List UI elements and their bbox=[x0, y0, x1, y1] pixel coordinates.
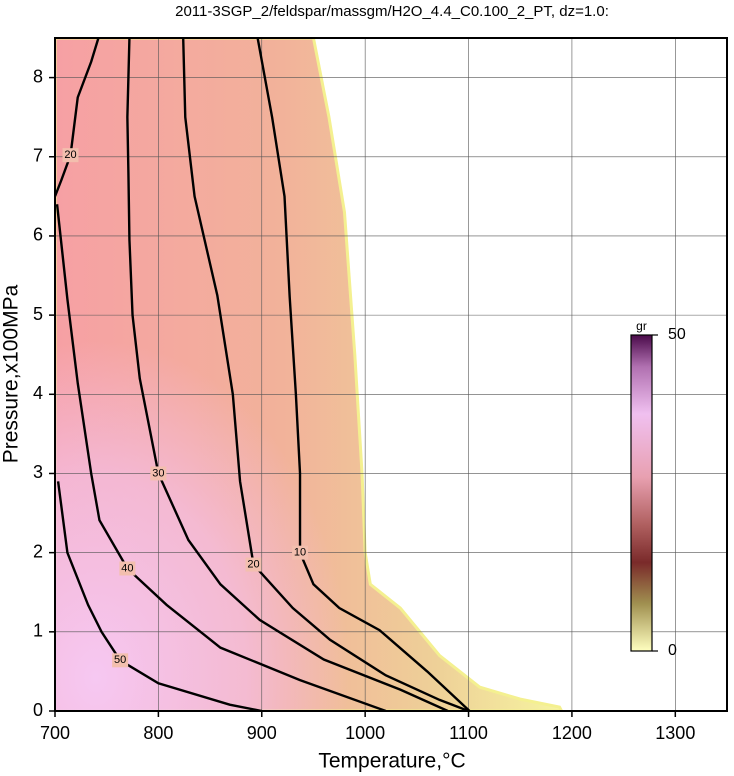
y-tick-label: 6 bbox=[33, 225, 43, 245]
x-tick-label: 1300 bbox=[655, 723, 695, 743]
contour-line bbox=[181, 38, 469, 711]
y-tick-label: 8 bbox=[33, 66, 43, 86]
x-tick-label: 700 bbox=[40, 723, 70, 743]
x-tick-label: 1100 bbox=[449, 723, 488, 743]
contour-label-bg bbox=[119, 561, 136, 576]
y-tick-label: 0 bbox=[33, 700, 43, 720]
contour-label-bg bbox=[112, 653, 129, 668]
contour-label: 30 bbox=[152, 467, 164, 479]
colorbar-tick-label: 50 bbox=[668, 326, 686, 343]
colorbar bbox=[630, 334, 653, 652]
filled-region-tint bbox=[55, 38, 562, 711]
colorbar-tick-label: 0 bbox=[668, 642, 677, 659]
contour-line bbox=[256, 38, 471, 711]
y-tick-label: 4 bbox=[33, 383, 43, 403]
y-tick-label: 5 bbox=[33, 304, 43, 324]
x-tick-label: 1200 bbox=[552, 723, 592, 743]
contour-label: 10 bbox=[294, 547, 306, 559]
contour-label: 50 bbox=[114, 654, 126, 666]
colorbar-label: gr bbox=[636, 319, 647, 333]
plot-frame bbox=[54, 37, 728, 712]
x-tick-label: 1000 bbox=[345, 723, 385, 743]
y-axis-label: Pressure,x100MPa bbox=[0, 284, 23, 463]
contour-label-bg bbox=[62, 148, 79, 163]
y-tick-label: 2 bbox=[33, 541, 43, 561]
contour-line bbox=[55, 38, 100, 197]
x-tick-label: 800 bbox=[143, 723, 173, 743]
chart-title: 2011-3SGP_2/feldspar/massgm/H2O_4.4_C0.1… bbox=[175, 3, 609, 20]
contour-label-bg bbox=[150, 466, 167, 481]
y-tick-label: 1 bbox=[33, 621, 43, 641]
x-tick-label: 900 bbox=[247, 723, 277, 743]
contour-line bbox=[56, 481, 263, 711]
contour-label: 40 bbox=[121, 562, 133, 574]
contour-label: 20 bbox=[247, 558, 259, 570]
overlay: gr 0 50 bbox=[630, 319, 686, 659]
contour-line bbox=[55, 204, 387, 711]
contour-label-bg bbox=[245, 557, 262, 572]
plot-area: 10 20 30 40 50 20 bbox=[55, 38, 727, 711]
y-tick-label: 3 bbox=[33, 462, 43, 482]
x-axis-label: Temperature,°C bbox=[318, 750, 465, 773]
y-tick-label: 7 bbox=[33, 146, 43, 166]
contour-label: 20 bbox=[64, 149, 76, 161]
contour-label-bg bbox=[292, 545, 309, 560]
